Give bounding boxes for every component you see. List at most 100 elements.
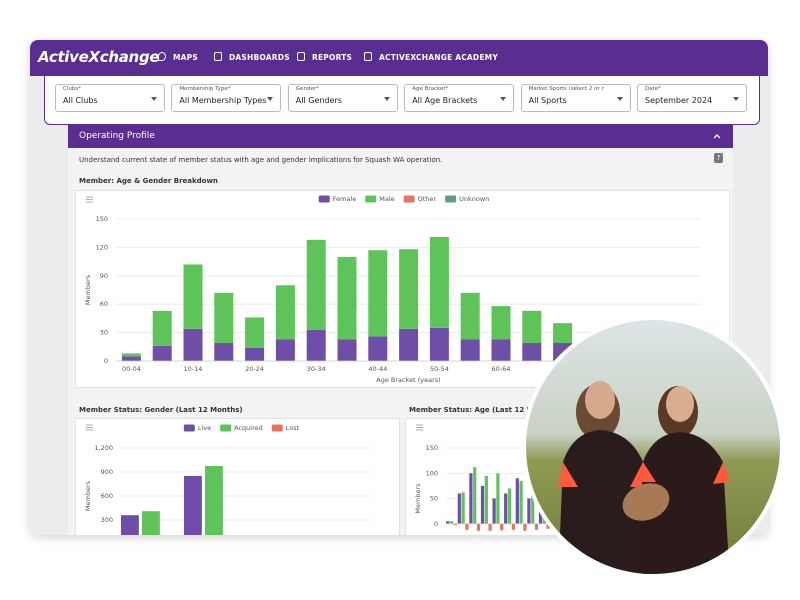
nav-icon (158, 52, 166, 61)
help-icon[interactable]: ? (714, 153, 723, 163)
bar (488, 523, 492, 531)
bar (449, 521, 454, 524)
nav-item[interactable]: REPORTS (312, 53, 353, 62)
y-tick-label: 50 (430, 495, 438, 503)
x-tick-label: 40-44 (368, 365, 387, 373)
bar (183, 328, 203, 361)
filter-value: All Genders (295, 96, 342, 105)
bar (399, 328, 419, 361)
filter-bar: Clubs* All Clubs Membership Type* All Membe… (44, 76, 760, 125)
bar (460, 339, 480, 361)
bar (534, 523, 539, 530)
filter-label: Clubs* (63, 86, 81, 92)
chart-title: Member: Age & Gender Breakdown (79, 177, 218, 185)
y-axis-title: Members (84, 480, 92, 511)
bar (484, 475, 488, 524)
panel-title: Operating Profile (79, 131, 155, 141)
legend-label: Lost (286, 424, 300, 432)
filter-value: All Age Brackets (412, 96, 478, 105)
dropdown-caret (267, 97, 274, 101)
filter-select[interactable]: Clubs* All Clubs (55, 84, 165, 112)
x-tick-label: 20-24 (245, 365, 264, 373)
y-tick-label: 300 (101, 516, 113, 524)
nav-item[interactable]: ACTIVEXCHANGE ACADEMY (379, 53, 498, 62)
filter-select[interactable]: Date* September 2024 (637, 84, 747, 112)
bar (429, 236, 449, 328)
panel-header[interactable]: Operating Profile (68, 125, 733, 148)
legend-label: Other (418, 195, 437, 203)
x-tick-label: 30-34 (307, 365, 326, 373)
bar (500, 523, 504, 531)
y-tick-label: 60 (100, 300, 108, 308)
filter-select[interactable]: Membership Type* All Membership Types (171, 84, 282, 112)
y-tick-label: 0 (104, 357, 108, 365)
bar (511, 523, 515, 530)
bar (399, 249, 419, 329)
bar (504, 493, 508, 524)
y-tick-label: 100 (426, 469, 438, 477)
bar (245, 317, 265, 348)
bar (121, 515, 139, 535)
chart: 0 30 60 90 120 150 Members Age Bracket (years) 0… (84, 195, 701, 384)
nav-item[interactable]: MAPS (173, 53, 198, 62)
y-tick-label: 150 (96, 215, 108, 223)
legend-swatch (365, 195, 377, 203)
legend-swatch (271, 424, 283, 432)
bar (546, 523, 550, 529)
x-tick-label: 60-64 (492, 365, 511, 373)
y-tick-label: 600 (101, 492, 113, 500)
bar (121, 353, 141, 357)
filter-select[interactable]: Age Bracket* All Age Brackets (404, 84, 515, 112)
nav-icon (364, 52, 372, 61)
dropdown-caret (151, 97, 157, 101)
filter-value: September 2024 (645, 96, 713, 105)
filter-select[interactable]: Market Sports (select 2 or r All Sports (520, 84, 631, 112)
legend: Live Acquired Lost (183, 424, 300, 432)
bar (496, 473, 500, 524)
filter-value: All Clubs (63, 96, 98, 105)
bar (491, 339, 511, 361)
bar (152, 310, 172, 346)
bar (306, 329, 326, 361)
bar (460, 292, 480, 340)
x-tick-label: 00-04 (122, 365, 141, 373)
y-axis-title: Members (84, 274, 92, 305)
bar (465, 523, 469, 530)
bar (142, 511, 160, 535)
bar (368, 336, 388, 361)
bar (337, 256, 357, 340)
bar (457, 493, 461, 524)
collapse-icon[interactable] (713, 133, 721, 139)
legend-label: Male (379, 195, 394, 203)
legend-label: Live (198, 424, 211, 432)
legend-swatch (183, 424, 195, 432)
chart-title: Member Status: Age (Last 12 Months) (409, 406, 560, 414)
bar (306, 239, 326, 330)
filter-select[interactable]: Gender* All Genders (287, 84, 398, 112)
nav-icon (214, 52, 222, 61)
x-tick-label: 50-54 (430, 365, 449, 373)
bar (453, 523, 457, 526)
bar (275, 285, 295, 340)
bar (469, 473, 473, 524)
y-tick-label: 120 (96, 243, 108, 251)
bar (553, 323, 573, 344)
bar (152, 345, 172, 361)
bar (429, 327, 449, 361)
nav-item[interactable]: DASHBOARDS (229, 53, 290, 62)
bar (523, 523, 527, 531)
nav-icon (297, 52, 305, 61)
panel-description: Understand current state of member statu… (79, 156, 443, 164)
logo[interactable]: ActiveXchange (38, 48, 160, 66)
dropdown-caret (733, 97, 739, 101)
x-axis-title: Age Bracket (years) (376, 376, 440, 384)
filter-label: Membership Type* (179, 86, 231, 92)
dropdown-caret (383, 97, 390, 101)
bar (515, 478, 519, 524)
filter-value: All Sports (528, 96, 567, 105)
bar (473, 467, 477, 524)
bar (275, 339, 295, 361)
bar (527, 498, 531, 524)
